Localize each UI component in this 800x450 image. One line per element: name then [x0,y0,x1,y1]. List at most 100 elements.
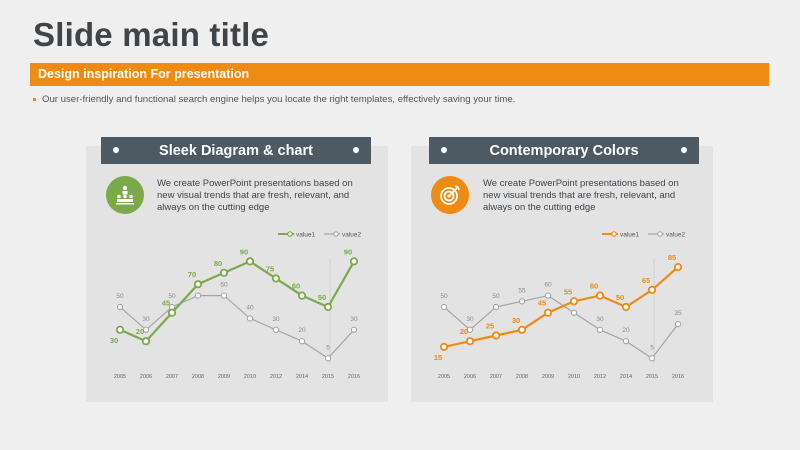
series-line-value1 [443,266,679,348]
data-point [297,291,307,300]
data-point [220,292,228,299]
x-tick-label: 2005 [114,374,126,380]
data-point [115,325,125,334]
data-point [324,355,332,362]
data-point [673,262,683,272]
x-tick-label: 2014 [296,374,308,380]
series-line-value2 [119,294,355,360]
data-point [193,280,203,289]
data-label: 20 [136,327,144,336]
data-label: 20 [460,327,468,336]
x-tick-label: 2015 [646,374,658,380]
x-tick-label: 2015 [322,374,334,380]
legend-label: value2 [666,232,686,239]
data-label: 5 [650,344,654,351]
data-label: 80 [214,259,222,268]
data-point [569,297,579,306]
data-point [544,292,552,299]
data-point [648,355,656,362]
data-point [647,285,657,295]
data-label: 30 [272,316,280,323]
bullet-text: Our user-friendly and functional search … [42,94,516,105]
legend-marker [287,231,293,237]
card-left-title: Sleek Diagram & chart [159,142,313,159]
data-point [518,298,526,305]
legend-label: value1 [620,232,640,239]
x-tick-label: 2010 [244,374,256,380]
data-label: 30 [142,316,150,323]
card-right-description: We create PowerPoint presentations based… [483,178,679,213]
data-label: 30 [466,316,474,323]
data-point [492,303,500,311]
data-label: 45 [162,299,170,308]
data-label: 20 [622,327,630,334]
data-label: 30 [512,316,520,325]
x-tick-label: 2006 [140,374,152,380]
data-point [440,303,448,311]
bullet-dot [33,98,36,101]
bullet-text-line: Our user-friendly and functional search … [33,94,515,105]
data-label: 20 [298,327,306,334]
data-label: 65 [642,276,650,285]
data-point [622,338,630,345]
data-point [466,326,474,333]
data-point [142,326,150,333]
x-tick-label: 2007 [490,374,502,380]
data-label: 45 [538,299,546,308]
data-point [621,302,631,312]
data-label: 30 [110,336,118,345]
legend-marker [333,231,339,237]
data-point [141,337,151,346]
data-label: 85 [668,253,676,262]
data-label: 50 [116,293,124,300]
legend-marker [657,231,663,237]
data-point [323,302,333,312]
data-label: 15 [434,353,442,362]
header-dot-right [353,147,359,153]
data-point [350,326,358,333]
data-label: 50 [440,293,448,300]
data-label: 60 [544,282,552,289]
people-pyramid-icon [106,176,144,214]
legend-label: value2 [342,232,362,239]
chart-legend: value1 value2 [278,231,362,239]
data-label: 30 [350,316,358,323]
data-point [465,337,475,346]
data-label: 70 [188,270,196,279]
card-left-header: Sleek Diagram & chart [101,137,371,164]
x-tick-label: 2005 [438,374,450,380]
data-label: 50 [168,293,176,300]
data-point [349,257,359,266]
data-point [439,342,449,352]
data-label: 90 [240,247,248,256]
x-tick-label: 2008 [516,374,528,380]
data-label: 60 [590,282,598,291]
header-dot-right [681,147,687,153]
data-label: 50 [616,293,624,302]
data-label: 60 [292,282,300,291]
series-line-value1 [119,260,355,343]
data-point [570,309,578,316]
header-dot-left [113,147,119,153]
data-point [194,292,202,299]
series-line-value2 [443,294,679,360]
x-tick-label: 2007 [166,374,178,380]
data-label: 50 [318,293,326,302]
data-point [219,268,229,277]
legend-label: value1 [296,232,316,239]
data-point [596,326,604,333]
slide-title: Slide main title [33,16,270,53]
data-point [246,315,254,322]
data-label: 50 [492,293,500,300]
data-point [674,320,682,328]
data-point [272,326,280,333]
data-point [298,338,306,345]
subtitle-banner: Design inspiration For presentation [30,63,769,86]
x-tick-label: 2009 [218,374,230,380]
legend-marker [611,231,617,237]
x-tick-label: 2014 [620,374,632,380]
data-label: 35 [674,310,682,317]
x-tick-label: 2009 [542,374,554,380]
data-label: 55 [564,287,572,296]
header-dot-left [441,147,447,153]
